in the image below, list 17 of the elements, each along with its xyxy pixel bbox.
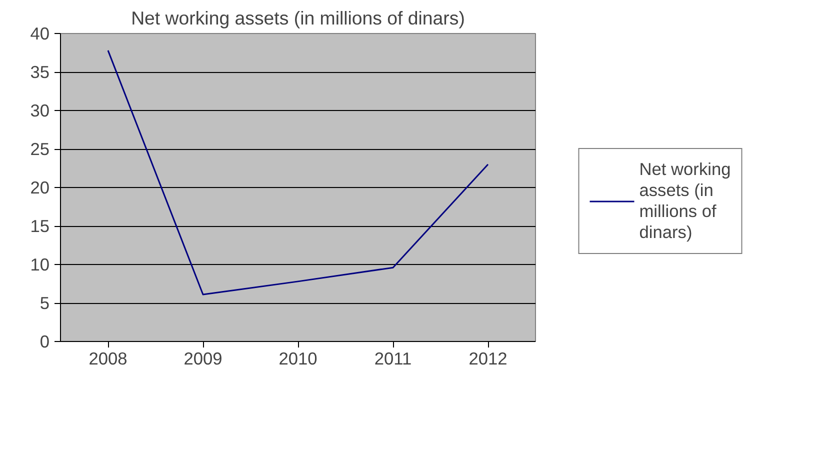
y-tick-label: 35 [30,62,50,82]
x-tick-label: 2011 [374,348,412,368]
x-tick-label: 2009 [184,348,222,368]
chart-title: Net working assets (in millions of dinars) [131,8,465,28]
y-tick-label: 0 [40,332,50,352]
y-tick-label: 40 [30,24,50,44]
legend-label: Net working assets (in millions of dinars) [639,158,731,242]
line-series [107,50,489,296]
x-tick-label: 2010 [278,348,318,368]
x-tick-label: 2012 [468,348,508,368]
y-tick-label: 25 [30,139,50,159]
y-tick-label: 5 [40,293,50,313]
y-tick-label: 15 [30,216,50,236]
y-tick-label: 20 [30,178,50,198]
y-tick-label: 10 [30,254,50,274]
y-tick-label: 30 [30,100,50,120]
x-tick-label: 2008 [88,348,128,368]
